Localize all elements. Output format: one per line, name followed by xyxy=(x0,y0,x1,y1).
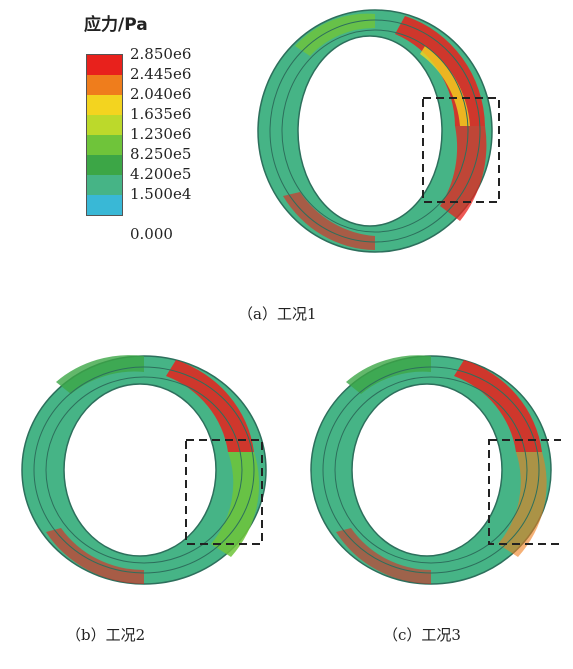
caption-c: （c）工况3 xyxy=(383,626,461,644)
ring-stress-plot-a xyxy=(257,9,500,253)
legend-swatch xyxy=(87,75,122,95)
stress-legend: 应力/Pa 2.850e6 2.445e6 2.040e6 1.635e6 1.… xyxy=(84,10,254,250)
ring-stress-plot-b xyxy=(21,355,267,585)
caption-a: （a）工况1 xyxy=(238,305,317,323)
legend-value: 2.445e6 xyxy=(130,65,192,83)
legend-value: 2.040e6 xyxy=(130,85,192,103)
legend-value: 1.500e4 xyxy=(130,185,192,203)
legend-value: 4.200e5 xyxy=(130,165,192,183)
ring-model-c xyxy=(306,352,561,597)
legend-value: 2.850e6 xyxy=(130,45,192,63)
legend-value: 0.000 xyxy=(130,225,173,243)
caption-b: （b）工况2 xyxy=(66,626,146,644)
ring-model-b xyxy=(16,352,271,597)
legend-swatch xyxy=(87,175,122,195)
legend-title: 应力/Pa xyxy=(84,15,148,35)
legend-value: 1.635e6 xyxy=(130,105,192,123)
ring-stress-plot-c xyxy=(310,355,561,585)
legend-swatch xyxy=(87,115,122,135)
ring-model-a xyxy=(255,6,515,256)
legend-swatch xyxy=(87,95,122,115)
legend-swatch xyxy=(87,195,122,215)
legend-swatch xyxy=(87,135,122,155)
legend-swatch xyxy=(87,155,122,175)
legend-swatch xyxy=(87,55,122,75)
legend-colorbar xyxy=(86,54,123,216)
legend-value: 8.250e5 xyxy=(130,145,192,163)
legend-value: 1.230e6 xyxy=(130,125,192,143)
